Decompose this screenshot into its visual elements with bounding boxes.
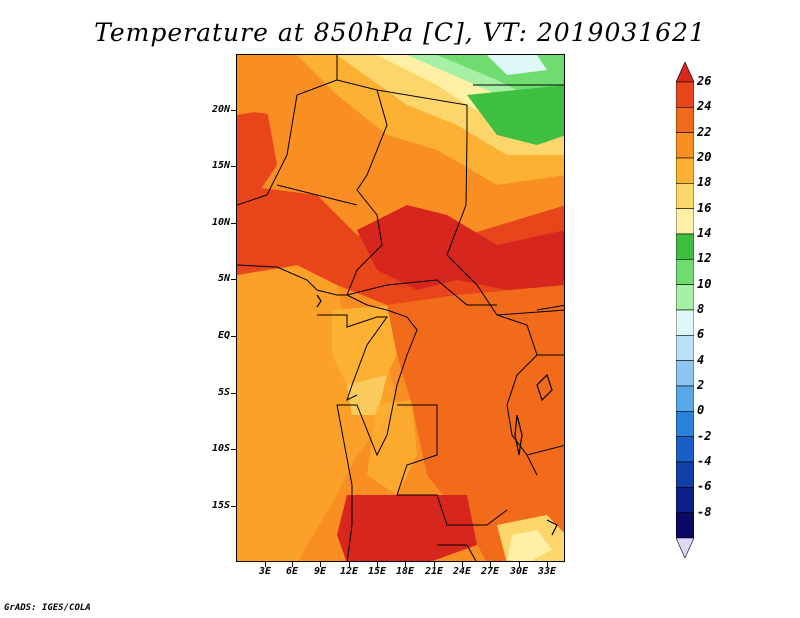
lon-label-21e: 21E <box>424 566 444 577</box>
lon-label-12e: 12E <box>339 566 359 577</box>
lon-tick <box>320 562 321 567</box>
lat-label-15n: 15N <box>211 160 230 171</box>
grads-credit: GrADS: IGES/COLA <box>4 603 91 613</box>
colorbar-band <box>676 436 694 463</box>
colorbar-label: 8 <box>697 302 705 316</box>
colorbar-bottom-triangle <box>676 537 694 558</box>
chart-title: Temperature at 850hPa [C], VT: 201903162… <box>94 18 706 47</box>
colorbar-bands <box>676 62 694 558</box>
lat-label-5s: 5S <box>217 387 230 398</box>
lon-tick <box>547 562 548 567</box>
colorbar <box>676 62 694 558</box>
colorbar-label: 6 <box>697 327 705 342</box>
colorbar-top-triangle <box>676 62 694 83</box>
colorbar-band <box>676 487 694 513</box>
colorbar-label: 10 <box>697 276 712 291</box>
lon-tick <box>519 562 520 567</box>
colorbar-label: -2 <box>697 428 712 443</box>
lon-tick <box>490 562 491 567</box>
colorbar-label: 2 <box>697 378 705 392</box>
colorbar-label: -6 <box>697 479 712 494</box>
colorbar-band <box>676 183 694 209</box>
colorbar-label: -8 <box>697 504 712 519</box>
lat-tick <box>231 166 236 167</box>
lon-tick <box>377 562 378 567</box>
lon-label-15e: 15E <box>367 566 387 577</box>
colorbar-band <box>676 132 694 159</box>
lon-tick <box>292 562 293 567</box>
colorbar-band <box>676 157 694 184</box>
colorbar-label: 18 <box>697 175 712 190</box>
temperature-map <box>236 54 565 562</box>
colorbar-band <box>676 360 694 387</box>
lat-tick <box>231 336 236 337</box>
colorbar-band <box>676 233 694 260</box>
lon-tick <box>434 562 435 567</box>
lat-tick <box>231 449 236 450</box>
lat-tick <box>231 506 236 507</box>
temperature-field <box>237 55 564 561</box>
field-22-24-east <box>387 275 564 561</box>
colorbar-band <box>676 385 694 412</box>
colorbar-label: 12 <box>697 251 712 266</box>
lat-tick <box>231 279 236 280</box>
field-26-plus-north <box>357 205 564 290</box>
field-24-26-northwest <box>237 110 277 195</box>
field-12-14-northeast <box>467 85 564 145</box>
colorbar-band <box>676 208 694 235</box>
colorbar-band <box>676 411 694 437</box>
colorbar-label: 22 <box>697 124 712 139</box>
lon-label-24e: 24E <box>452 566 472 577</box>
field-18-20-congo <box>332 305 407 385</box>
lat-label-eq: EQ <box>217 330 230 341</box>
lon-label-6e: 6E <box>285 566 299 577</box>
lon-label-18e: 18E <box>395 566 415 577</box>
colorbar-band <box>676 259 694 285</box>
colorbar-label: 24 <box>697 99 712 114</box>
colorbar-label: 0 <box>697 403 705 418</box>
colorbar-label: 20 <box>697 150 712 164</box>
colorbar-label: -4 <box>697 454 712 468</box>
lon-tick <box>349 562 350 567</box>
lon-tick <box>462 562 463 567</box>
lon-label-9e: 9E <box>313 566 327 577</box>
colorbar-band <box>676 81 694 108</box>
lon-label-30e: 30E <box>509 566 529 577</box>
lat-tick <box>231 223 236 224</box>
lon-label-27e: 27E <box>480 566 500 577</box>
colorbar-band <box>676 461 694 488</box>
colorbar-label: 26 <box>697 74 712 88</box>
lat-label-15s: 15S <box>211 500 230 511</box>
field-6-8-north <box>487 55 547 75</box>
lat-tick <box>231 393 236 394</box>
colorbar-label: 4 <box>697 352 705 367</box>
lat-label-10s: 10S <box>211 443 230 454</box>
lat-tick <box>231 110 236 111</box>
colorbar-band <box>676 309 694 336</box>
lat-label-20n: 20N <box>211 104 230 115</box>
colorbar-band <box>676 512 694 539</box>
colorbar-label: 14 <box>697 226 712 240</box>
lat-label-10n: 10N <box>211 217 230 228</box>
lon-tick <box>405 562 406 567</box>
colorbar-band <box>676 335 694 361</box>
colorbar-label: 16 <box>697 200 712 215</box>
country-borders <box>237 55 564 561</box>
field-14-16-southeast <box>507 530 552 561</box>
lake-outlines <box>316 294 558 536</box>
field-26-plus-south <box>337 495 477 561</box>
colorbar-band <box>676 107 694 133</box>
lon-label-3e: 3E <box>258 566 272 577</box>
lon-label-33e: 33E <box>537 566 557 577</box>
field-18-20-west <box>237 265 397 561</box>
lat-label-5n: 5N <box>217 273 230 284</box>
colorbar-band <box>676 284 694 311</box>
lon-tick <box>265 562 266 567</box>
